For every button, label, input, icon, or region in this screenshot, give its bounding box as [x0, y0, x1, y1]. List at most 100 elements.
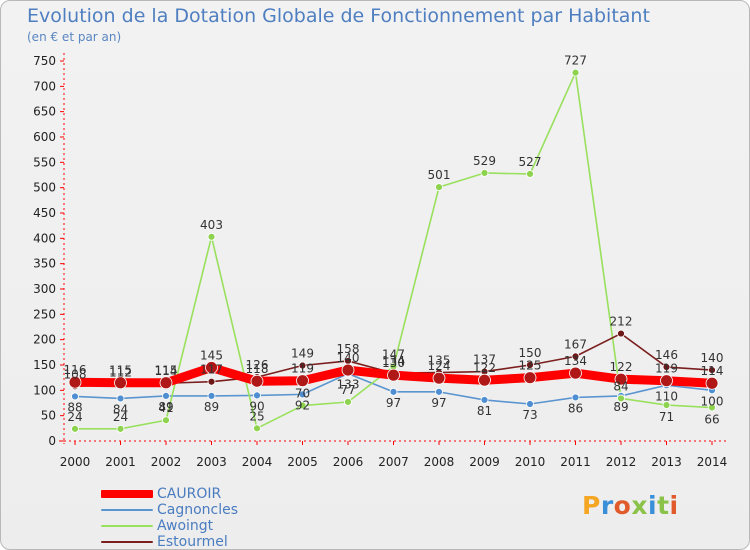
- data-label-awoingt: 41: [158, 401, 173, 415]
- x-tick-label: 2013: [651, 455, 682, 469]
- data-label-cagnoncles: 86: [568, 401, 583, 415]
- data-point-cauroir: [614, 372, 628, 386]
- data-label-awoingt: 403: [200, 218, 223, 232]
- data-point-cauroir: [387, 368, 400, 382]
- data-label-cauroir: 125: [519, 359, 542, 373]
- y-tick-label: 250: [33, 307, 56, 321]
- data-label-estourmel: 146: [655, 348, 678, 362]
- data-point-cauroir: [569, 366, 582, 380]
- logo-letter: o: [613, 491, 632, 520]
- y-tick-label: 500: [33, 181, 56, 195]
- data-point-awoingt: [526, 170, 534, 178]
- chart-subtitle: (en € et par an): [27, 30, 122, 44]
- x-tick-label: 2004: [242, 455, 273, 469]
- data-label-awoingt: 529: [473, 154, 496, 168]
- data-point-estourmel: [662, 363, 671, 371]
- proxiti-logo: Proxiti: [582, 491, 679, 520]
- data-label-cagnoncles: 89: [204, 400, 219, 414]
- data-point-cagnoncles: [162, 392, 170, 400]
- data-label-awoingt: 70: [295, 387, 310, 401]
- data-point-awoingt: [617, 394, 625, 403]
- data-label-cauroir: 114: [701, 364, 724, 378]
- data-label-estourmel: 108: [64, 367, 87, 381]
- data-point-cauroir: [705, 376, 719, 390]
- data-label-cagnoncles: 92: [295, 398, 310, 412]
- x-tick-label: 2009: [469, 455, 500, 469]
- data-label-cauroir: 115: [109, 364, 132, 378]
- x-tick-label: 2005: [287, 455, 318, 469]
- data-point-awoingt: [298, 401, 307, 410]
- data-label-cagnoncles: 81: [477, 404, 492, 418]
- data-label-cauroir: 122: [610, 360, 633, 374]
- y-tick-label: 550: [33, 155, 56, 169]
- data-point-estourmel: [571, 352, 580, 361]
- data-label-cagnoncles: 89: [613, 400, 628, 414]
- data-label-cauroir: 116: [64, 363, 87, 377]
- x-tick-label: 2001: [105, 455, 136, 469]
- data-point-cagnoncles: [389, 387, 398, 396]
- data-point-awoingt: [435, 183, 443, 192]
- data-point-cagnoncles: [571, 393, 580, 402]
- x-tick-label: 2012: [606, 455, 637, 469]
- data-point-cauroir: [660, 374, 673, 388]
- data-label-awoingt: 25: [249, 409, 264, 423]
- data-label-estourmel: 149: [291, 347, 314, 361]
- data-point-estourmel: [526, 361, 534, 369]
- legend-item-cagnoncles: Cagnoncles: [101, 502, 238, 518]
- logo-letter: i: [648, 491, 658, 520]
- data-point-cauroir: [114, 376, 127, 390]
- data-label-cauroir: 115: [155, 364, 178, 378]
- data-label-estourmel: 167: [564, 337, 587, 351]
- data-point-cauroir: [296, 374, 309, 388]
- legend-item-awoingt: Awoingt: [101, 518, 238, 534]
- data-label-cauroir: 130: [382, 356, 405, 370]
- data-point-awoingt: [662, 401, 671, 409]
- logo-letter: t: [657, 491, 670, 520]
- x-tick-label: 2008: [424, 455, 455, 469]
- data-label-estourmel: 150: [519, 346, 542, 360]
- y-tick-label: 0: [48, 434, 56, 448]
- data-label-cagnoncles: 89: [158, 400, 173, 414]
- data-point-cauroir: [523, 371, 537, 385]
- data-label-awoingt: 77: [340, 383, 355, 397]
- data-point-cauroir: [250, 374, 264, 388]
- data-point-estourmel: [298, 361, 307, 370]
- y-tick-label: 750: [33, 54, 56, 68]
- legend-label-cagnoncles: Cagnoncles: [157, 502, 239, 518]
- legend: CAUROIR Cagnoncles Awoingt Estourmel: [101, 486, 238, 550]
- x-tick-label: 2003: [196, 455, 227, 469]
- logo-letter: x: [631, 491, 648, 520]
- data-label-estourmel: 140: [701, 351, 724, 365]
- y-tick-label: 150: [33, 358, 56, 372]
- data-label-awoingt: 24: [113, 410, 128, 424]
- data-point-estourmel: [617, 329, 625, 338]
- y-tick-label: 350: [33, 257, 56, 271]
- data-label-cauroir: 119: [655, 362, 678, 376]
- y-tick-label: 400: [33, 231, 56, 245]
- data-label-awoingt: 727: [564, 54, 587, 68]
- data-label-cagnoncles: 88: [67, 400, 82, 414]
- data-label-estourmel: 114: [155, 364, 178, 378]
- data-point-cagnoncles: [116, 394, 125, 403]
- data-point-awoingt: [571, 68, 580, 77]
- data-label-cagnoncles: 110: [655, 389, 678, 403]
- legend-label-awoingt: Awoingt: [157, 518, 214, 534]
- x-tick-label: 2000: [60, 455, 91, 469]
- data-label-cagnoncles: 97: [431, 396, 446, 410]
- data-label-cagnoncles: 100: [701, 394, 724, 408]
- legend-label-estourmel: Estourmel: [157, 534, 228, 550]
- data-point-cauroir: [205, 361, 218, 374]
- x-tick-label: 2007: [378, 455, 409, 469]
- data-label-awoingt: 527: [519, 155, 542, 169]
- logo-letter: r: [600, 491, 614, 520]
- data-point-awoingt: [162, 416, 170, 425]
- data-label-estourmel: 137: [473, 353, 496, 367]
- data-label-cagnoncles: 73: [522, 408, 537, 422]
- legend-item-cauroir: CAUROIR: [101, 486, 238, 502]
- data-label-cauroir: 122: [473, 361, 496, 375]
- x-tick-label: 2006: [333, 455, 364, 469]
- data-label-cauroir: 134: [564, 354, 587, 368]
- data-point-awoingt: [253, 424, 261, 433]
- data-point-cagnoncles: [435, 387, 443, 396]
